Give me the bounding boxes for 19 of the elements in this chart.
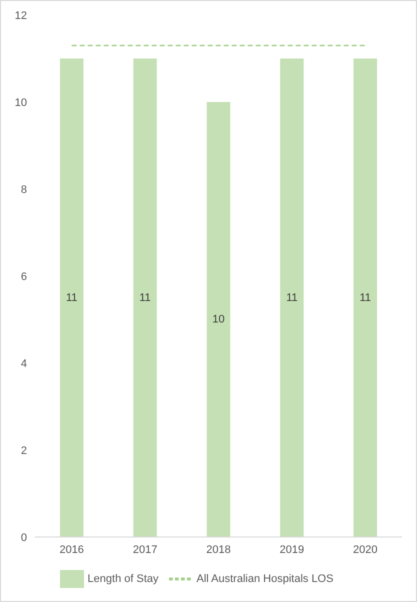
data-label: 10 (212, 314, 225, 326)
x-tick-label: 2019 (280, 544, 304, 556)
data-label: 11 (66, 292, 78, 304)
x-tick-label: 2016 (59, 544, 84, 556)
legend-label: Length of Stay (88, 572, 158, 585)
data-label: 11 (286, 292, 298, 304)
y-tick-label: 10 (14, 96, 27, 109)
y-tick-label: 0 (20, 532, 27, 544)
legend-label: All Australian Hospitals LOS (196, 572, 334, 585)
y-tick-label: 6 (20, 270, 27, 283)
y-tick-label: 4 (20, 358, 27, 370)
data-label: 11 (360, 292, 372, 304)
y-tick-label: 8 (20, 184, 27, 196)
y-tick-label: 2 (20, 444, 27, 457)
y-tick-label: 12 (14, 10, 27, 22)
x-tick-label: 2017 (132, 544, 158, 556)
x-tick-label: 2018 (206, 544, 231, 556)
x-tick-label: 2020 (353, 544, 378, 556)
data-label: 11 (139, 292, 151, 304)
